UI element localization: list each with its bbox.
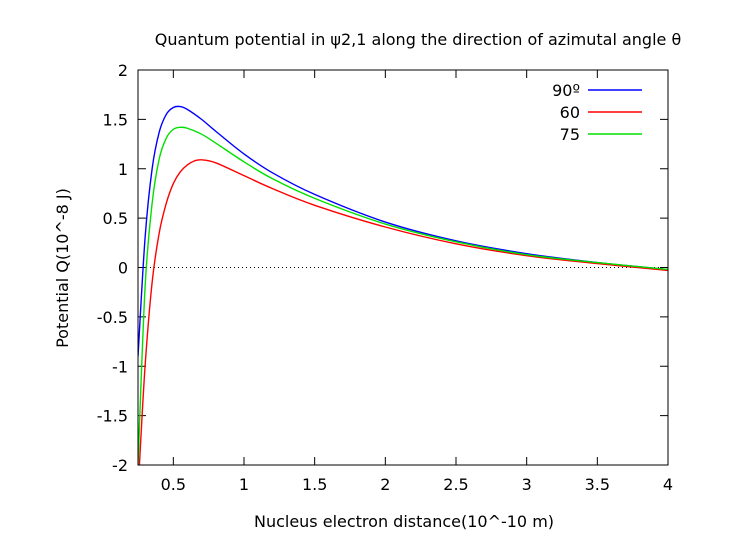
x-tick-label: 4: [663, 475, 673, 494]
x-tick-label: 2.5: [443, 475, 468, 494]
y-tick-label: 1.5: [103, 110, 128, 129]
legend-label-1: 60: [560, 103, 580, 122]
series-line-0: [138, 105, 668, 357]
legend-label-0: 90º: [552, 81, 580, 100]
x-axis-label: Nucleus electron distance(10^-10 m): [254, 512, 554, 531]
y-tick-label: 1: [118, 160, 128, 179]
y-tick-label: -1.5: [97, 407, 128, 426]
y-tick-label: -0.5: [97, 308, 128, 327]
y-axis-label: Potential Q(10^-8 J): [53, 188, 72, 348]
y-tick-label: -1: [112, 357, 128, 376]
series-line-2: [138, 126, 668, 465]
x-tick-label: 3: [522, 475, 532, 494]
x-tick-label: 1: [239, 475, 249, 494]
y-tick-label: 2: [118, 61, 128, 80]
chart-title: Quantum potential in ψ2,1 along the dire…: [155, 30, 682, 49]
x-tick-label: 3.5: [585, 475, 610, 494]
x-tick-label: 2: [380, 475, 390, 494]
y-tick-label: -2: [112, 456, 128, 475]
plot-border: [137, 69, 669, 466]
series-line-1: [138, 159, 668, 465]
x-tick-label: 1.5: [302, 475, 327, 494]
legend-label-2: 75: [560, 125, 580, 144]
y-tick-label: 0.5: [103, 209, 128, 228]
x-tick-label: 0.5: [161, 475, 186, 494]
y-tick-label: 0: [118, 259, 128, 278]
